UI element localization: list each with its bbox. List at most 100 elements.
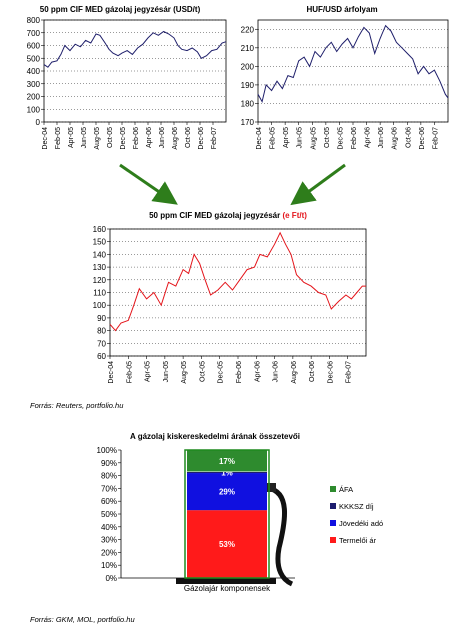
chart-huf-diesel-price: 50 ppm CIF MED gázolaj jegyzésár (e Ft/t… bbox=[93, 211, 367, 384]
hufusd-xtick-label: Dec-06 bbox=[419, 127, 426, 150]
huf-xtick-label: Oct-05 bbox=[199, 361, 206, 382]
pump-frame-icon bbox=[184, 449, 270, 579]
hufusd-xtick-label: Jun-06 bbox=[378, 127, 385, 149]
components-ytick-label: 80% bbox=[101, 472, 117, 481]
hufusd-xtick-label: Aug-06 bbox=[392, 127, 399, 150]
components-ytick-label: 60% bbox=[101, 497, 117, 506]
hufusd-ytick-label: 190 bbox=[241, 81, 255, 90]
usd-xtick-label: Feb-07 bbox=[211, 127, 218, 149]
huf-xtick-label: Apr-05 bbox=[145, 361, 152, 382]
hufusd-series-line bbox=[257, 24, 449, 103]
usd-xtick-label: Oct-06 bbox=[185, 127, 192, 148]
legend-label: Jövedéki adó bbox=[339, 519, 383, 528]
pump-hose-icon bbox=[267, 485, 294, 587]
usd-xtick-label: Feb-06 bbox=[133, 127, 140, 149]
bar-segment bbox=[187, 510, 267, 578]
huf-ytick-label: 60 bbox=[97, 352, 106, 361]
huf-xtick-label: Oct-06 bbox=[309, 361, 316, 382]
usd-xtick-label: Dec-05 bbox=[120, 127, 127, 150]
huf-ytick-label: 80 bbox=[97, 327, 106, 336]
hufusd-ytick-label: 200 bbox=[241, 62, 255, 71]
huf-xtick-label: Aug-06 bbox=[291, 361, 298, 384]
huf-xtick-label: Aug-05 bbox=[181, 361, 188, 384]
chart-huf-usd-rate: HUF/USD árfolyam 170 180 190 200 210 220 Dec-0… bbox=[241, 5, 449, 150]
hufusd-xtick-label: Feb-07 bbox=[432, 127, 439, 149]
components-category-label: Gázolajár komponensek bbox=[184, 584, 271, 593]
huf-ytick-label: 130 bbox=[93, 263, 107, 272]
huf-ytick-label: 120 bbox=[93, 276, 107, 285]
usd-ytick-label: 600 bbox=[27, 42, 41, 51]
huf-ytick-label: 150 bbox=[93, 238, 107, 247]
source-bottom: Forrás: GKM, MOL, portfolio.hu bbox=[30, 615, 135, 624]
legend-swatch bbox=[330, 520, 336, 526]
bar-segment-label: 53% bbox=[219, 540, 235, 549]
huf-xtick-label: Jun-05 bbox=[163, 361, 170, 383]
components-ytick-label: 10% bbox=[101, 561, 117, 570]
chart-components-title: A gázolaj kiskereskedelmi árának összete… bbox=[130, 432, 300, 441]
hufusd-xtick-label: Dec-04 bbox=[256, 127, 263, 150]
usd-xtick-label: Aug-06 bbox=[172, 127, 179, 150]
hufusd-plot-area bbox=[257, 19, 449, 123]
components-ytick-label: 70% bbox=[101, 484, 117, 493]
huf-xtick-label: Feb-05 bbox=[126, 361, 133, 383]
hufusd-xtick-label: Dec-05 bbox=[337, 127, 344, 150]
bar-segment bbox=[187, 450, 267, 472]
hufusd-ytick-label: 220 bbox=[241, 25, 255, 34]
bar-segment-label: 1% bbox=[221, 468, 233, 477]
usd-xtick-label: Feb-05 bbox=[55, 127, 62, 149]
legend-label: KKKSZ díj bbox=[339, 502, 374, 511]
huf-xtick-label: Jun-06 bbox=[273, 361, 280, 383]
components-ytick-label: 90% bbox=[101, 459, 117, 468]
hufusd-xtick-label: Feb-06 bbox=[351, 127, 358, 149]
usd-ytick-label: 100 bbox=[27, 105, 41, 114]
legend-swatch bbox=[330, 503, 336, 509]
bar-segment-label: 29% bbox=[219, 488, 235, 497]
bar-segment bbox=[187, 473, 267, 511]
usd-ytick-label: 0 bbox=[36, 118, 41, 127]
huf-xtick-label: Feb-06 bbox=[236, 361, 243, 383]
arrow-left-icon bbox=[119, 163, 178, 205]
huf-xtick-label: Dec-06 bbox=[327, 361, 334, 384]
usd-ytick-label: 500 bbox=[27, 54, 41, 63]
chart-diesel-components: A gázolaj kiskereskedelmi árának összete… bbox=[97, 432, 384, 593]
components-ytick-label: 50% bbox=[101, 510, 117, 519]
hufusd-xtick-label: Oct-06 bbox=[405, 127, 412, 148]
components-ytick-label: 30% bbox=[101, 536, 117, 545]
hufusd-xtick-label: Apr-05 bbox=[283, 127, 290, 148]
components-ytick-label: 100% bbox=[97, 446, 117, 455]
huf-ytick-label: 110 bbox=[93, 289, 106, 298]
chart-usd-title: 50 ppm CIF MED gázolaj jegyzésár (USD/t) bbox=[40, 5, 201, 14]
hufusd-ytick-label: 180 bbox=[241, 99, 255, 108]
usd-xtick-label: Oct-05 bbox=[107, 127, 114, 148]
huf-plot-area bbox=[109, 228, 367, 357]
hufusd-xtick-label: Apr-06 bbox=[365, 127, 372, 148]
chart-huf-title-main: 50 ppm CIF MED gázolaj jegyzésár bbox=[149, 211, 282, 220]
huf-series-line bbox=[109, 231, 366, 332]
usd-xtick-label: Dec-06 bbox=[198, 127, 205, 150]
source-top: Forrás: Reuters, portfolio.hu bbox=[30, 401, 124, 410]
chart-usd-diesel-price: 50 ppm CIF MED gázolaj jegyzésár (USD/t)… bbox=[27, 5, 227, 150]
legend-label: ÁFA bbox=[339, 485, 353, 494]
hufusd-xtick-label: Jun-05 bbox=[297, 127, 304, 149]
legend-label: Termelői ár bbox=[339, 536, 377, 545]
usd-xtick-label: Jun-06 bbox=[159, 127, 166, 149]
chart-hufusd-title: HUF/USD árfolyam bbox=[306, 5, 377, 14]
usd-xtick-label: Jun-05 bbox=[81, 127, 88, 149]
huf-ytick-label: 100 bbox=[93, 301, 107, 310]
huf-xtick-label: Dec-04 bbox=[108, 361, 115, 384]
legend-swatch bbox=[330, 486, 336, 492]
usd-ytick-label: 700 bbox=[27, 29, 41, 38]
huf-ytick-label: 140 bbox=[93, 250, 107, 259]
usd-xtick-label: Dec-04 bbox=[42, 127, 49, 150]
usd-xtick-label: Apr-06 bbox=[146, 127, 153, 148]
hufusd-xtick-label: Aug-05 bbox=[310, 127, 317, 150]
components-ytick-label: 40% bbox=[101, 523, 117, 532]
legend-swatch bbox=[330, 537, 336, 543]
usd-ytick-label: 800 bbox=[27, 16, 41, 25]
bar-segment bbox=[187, 471, 267, 474]
hufusd-ytick-label: 170 bbox=[241, 118, 255, 127]
chart-huf-title-unit: (e Ft/t) bbox=[282, 211, 307, 220]
hufusd-xtick-label: Feb-05 bbox=[270, 127, 277, 149]
usd-ytick-label: 200 bbox=[27, 93, 41, 102]
